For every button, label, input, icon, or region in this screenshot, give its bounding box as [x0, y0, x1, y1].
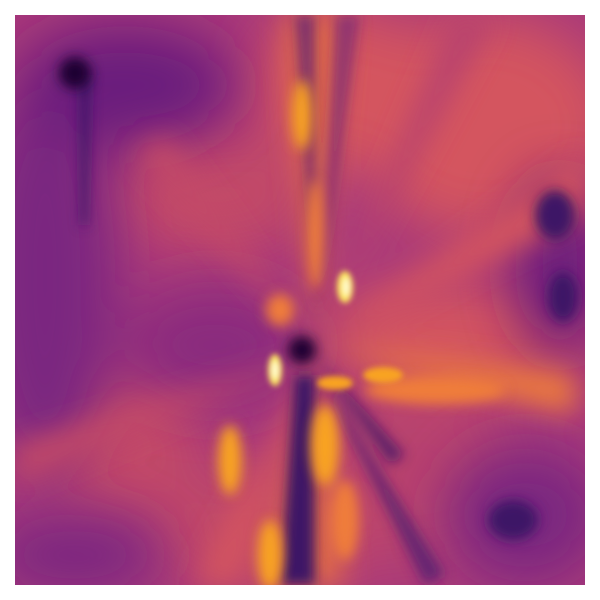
heatmap-image: [15, 15, 585, 585]
dark-cores: [59, 57, 578, 540]
heatmap-canvas: [15, 15, 585, 585]
bright-streaks: [218, 80, 505, 585]
hot-spots: [268, 271, 403, 390]
